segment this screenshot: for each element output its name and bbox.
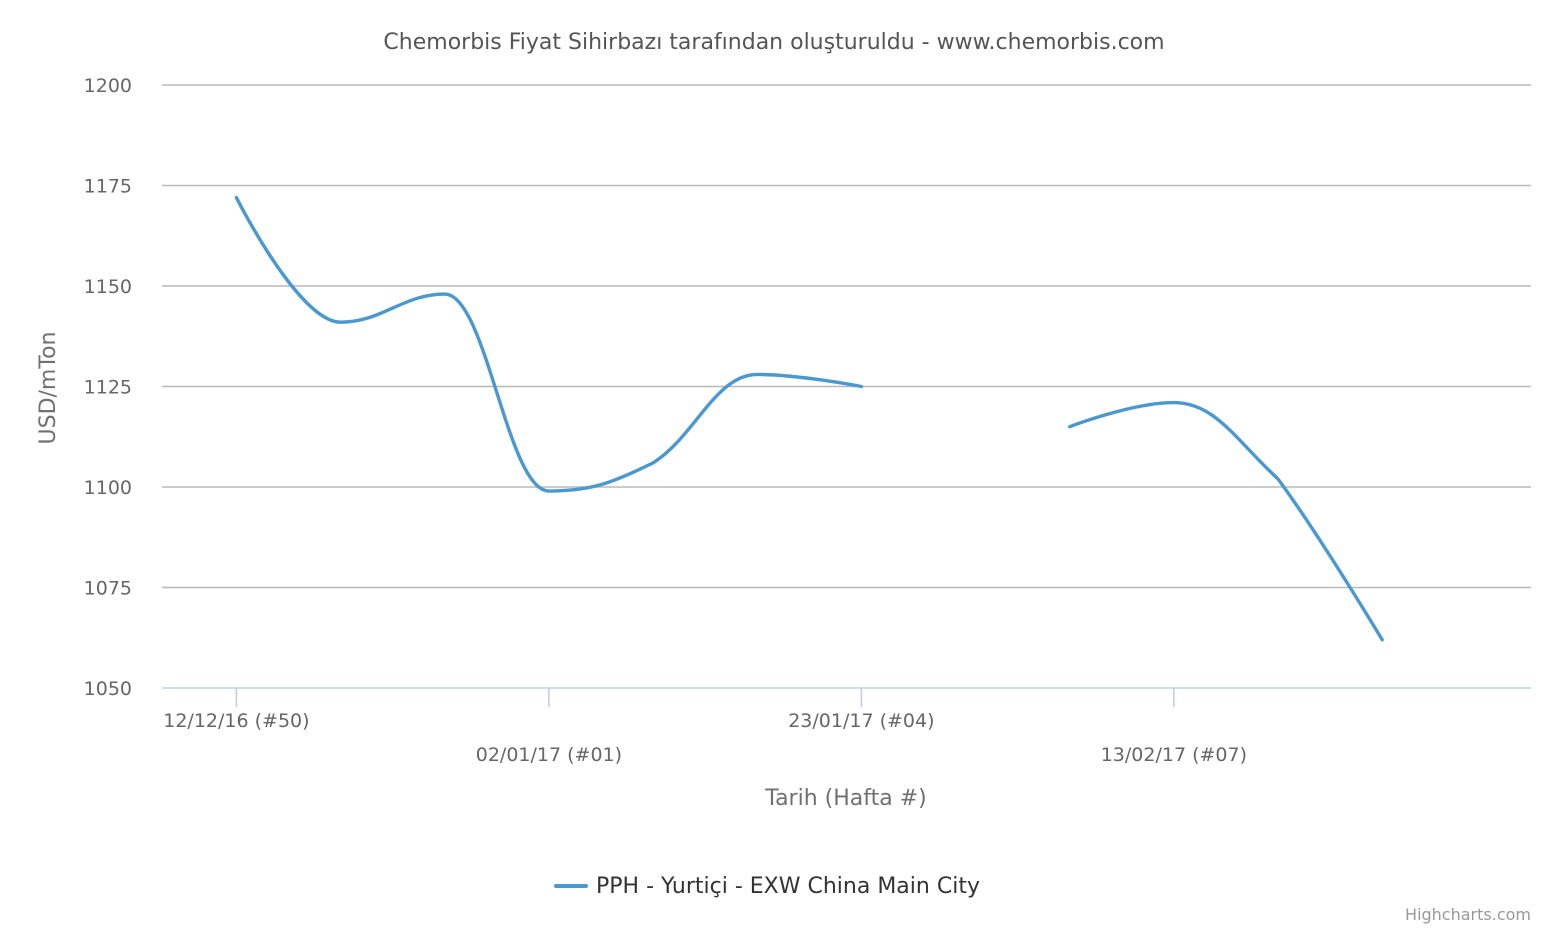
- credits-link[interactable]: Highcharts.com: [1405, 905, 1531, 924]
- y-tick-label: 1075: [84, 578, 132, 600]
- gridlines: [162, 84, 1531, 589]
- data-point[interactable]: [1376, 634, 1388, 646]
- data-point[interactable]: [855, 381, 867, 393]
- x-tick-label: 13/02/17 (#07): [1101, 744, 1247, 766]
- series-lines: [230, 192, 1388, 646]
- data-point[interactable]: [230, 192, 242, 204]
- y-axis: 1050 1075 1100 1125 1150 1175 1200: [84, 75, 132, 700]
- data-point[interactable]: [1168, 397, 1180, 409]
- y-tick-label: 1175: [84, 176, 132, 198]
- y-tick-label: 1125: [84, 377, 132, 399]
- x-tick-label: 02/01/17 (#01): [476, 744, 622, 766]
- legend[interactable]: PPH - Yurtiçi - EXW China Main City: [554, 874, 980, 899]
- chart-title: Chemorbis Fiyat Sihirbazı tarafından olu…: [383, 30, 1164, 55]
- series-line-segment[interactable]: [1068, 400, 1384, 642]
- x-tick-label: 23/01/17 (#04): [788, 710, 934, 732]
- series-line-segment[interactable]: [234, 195, 864, 493]
- y-tick-label: 1150: [84, 276, 132, 298]
- legend-label[interactable]: PPH - Yurtiçi - EXW China Main City: [596, 874, 980, 899]
- y-tick-label: 1100: [84, 477, 132, 499]
- data-point[interactable]: [439, 288, 451, 300]
- y-tick-label: 1050: [84, 678, 132, 700]
- data-point[interactable]: [1272, 473, 1284, 485]
- y-tick-label: 1200: [84, 75, 132, 97]
- y-axis-title: USD/mTon: [36, 332, 61, 445]
- data-point[interactable]: [1064, 421, 1076, 433]
- data-point[interactable]: [335, 316, 347, 328]
- x-tick-label: 12/12/16 (#50): [163, 710, 309, 732]
- x-axis-title: Tarih (Hafta #): [764, 786, 926, 811]
- x-axis: 12/12/16 (#50) 02/01/17 (#01) 23/01/17 (#0…: [162, 687, 1531, 766]
- data-point[interactable]: [543, 485, 555, 497]
- data-point[interactable]: [751, 368, 763, 380]
- data-point[interactable]: [647, 457, 659, 469]
